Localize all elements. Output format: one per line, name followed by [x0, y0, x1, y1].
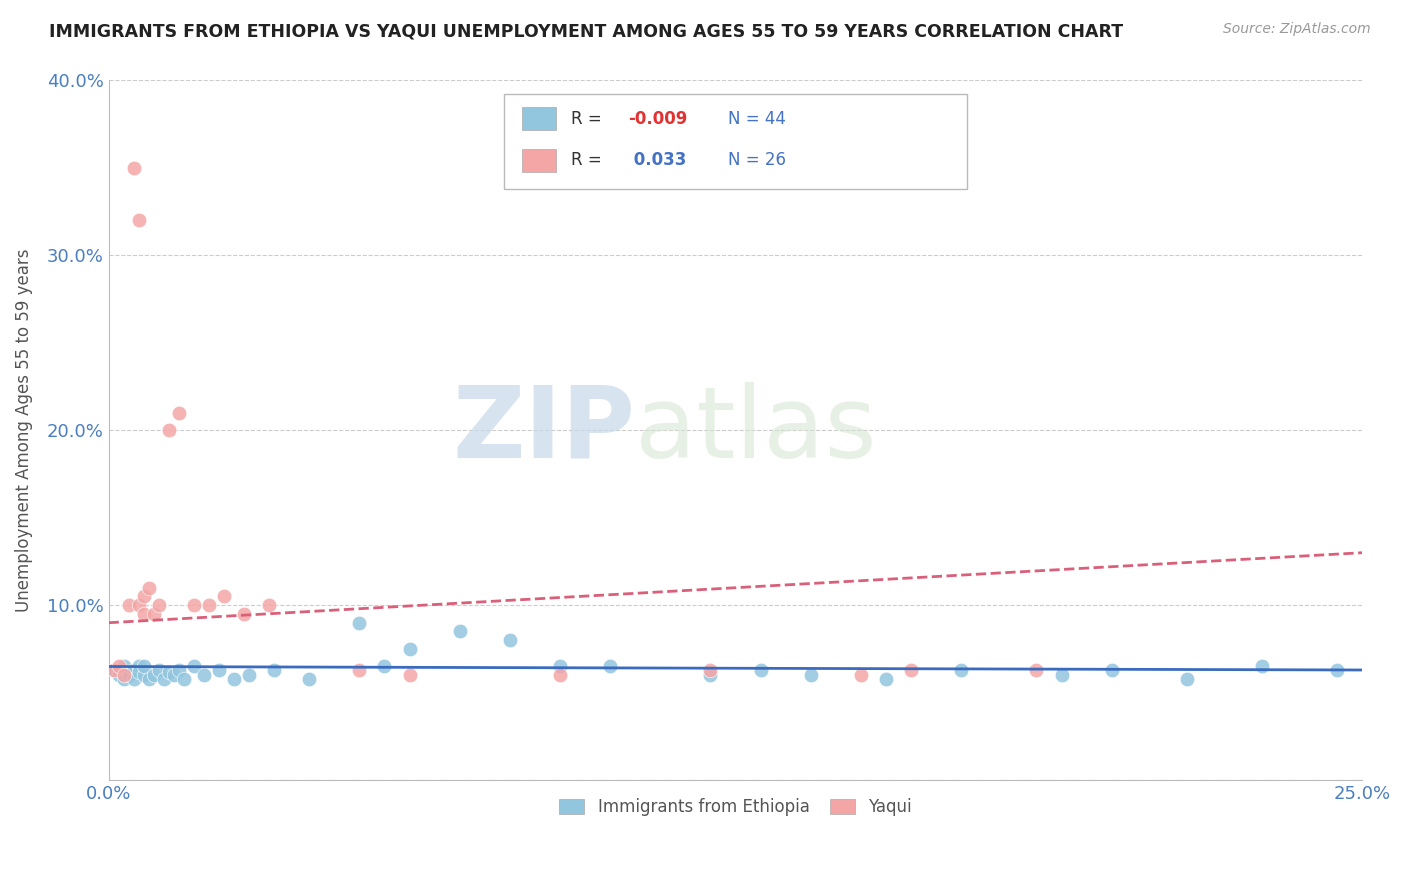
Point	[128, 598, 150, 612]
Text: Source: ZipAtlas.com: Source: ZipAtlas.com	[1223, 22, 1371, 37]
Point	[263, 663, 285, 677]
Point	[849, 668, 872, 682]
Point	[1251, 659, 1274, 673]
Text: N = 26: N = 26	[728, 151, 786, 169]
Point	[132, 607, 155, 621]
Text: R =: R =	[571, 151, 607, 169]
Point	[132, 659, 155, 673]
Point	[398, 642, 420, 657]
Point	[122, 672, 145, 686]
Point	[112, 659, 135, 673]
Point	[183, 659, 205, 673]
Point	[183, 598, 205, 612]
FancyBboxPatch shape	[523, 149, 557, 171]
Point	[222, 672, 245, 686]
Point	[749, 663, 772, 677]
Point	[875, 672, 897, 686]
Point	[167, 406, 190, 420]
Point	[349, 615, 371, 630]
Text: R =: R =	[571, 110, 607, 128]
Point	[193, 668, 215, 682]
Text: N = 44: N = 44	[728, 110, 786, 128]
Point	[142, 607, 165, 621]
Point	[1101, 663, 1123, 677]
Point	[107, 659, 129, 673]
Text: IMMIGRANTS FROM ETHIOPIA VS YAQUI UNEMPLOYMENT AMONG AGES 55 TO 59 YEARS CORRELA: IMMIGRANTS FROM ETHIOPIA VS YAQUI UNEMPL…	[49, 22, 1123, 40]
Point	[138, 672, 160, 686]
Point	[699, 668, 721, 682]
Point	[699, 663, 721, 677]
Point	[163, 668, 186, 682]
Point	[398, 668, 420, 682]
FancyBboxPatch shape	[523, 107, 557, 130]
Point	[118, 598, 141, 612]
Point	[349, 663, 371, 677]
Point	[950, 663, 973, 677]
Point	[1175, 672, 1198, 686]
Point	[257, 598, 280, 612]
Point	[142, 668, 165, 682]
Point	[208, 663, 231, 677]
Point	[128, 665, 150, 679]
Point	[548, 668, 571, 682]
Text: ZIP: ZIP	[453, 382, 636, 479]
Point	[548, 659, 571, 673]
Point	[122, 161, 145, 175]
Point	[800, 668, 823, 682]
Point	[1050, 668, 1073, 682]
Text: 0.033: 0.033	[627, 151, 686, 169]
Point	[298, 672, 321, 686]
Point	[132, 668, 155, 682]
Point	[148, 598, 170, 612]
Point	[212, 590, 235, 604]
Point	[900, 663, 922, 677]
Point	[128, 213, 150, 227]
Point	[132, 590, 155, 604]
Point	[373, 659, 395, 673]
Point	[112, 668, 135, 682]
Text: atlas: atlas	[636, 382, 877, 479]
FancyBboxPatch shape	[503, 94, 967, 188]
Point	[112, 672, 135, 686]
Point	[157, 665, 180, 679]
Point	[233, 607, 256, 621]
Point	[499, 633, 522, 648]
Point	[103, 663, 125, 677]
Point	[198, 598, 221, 612]
Y-axis label: Unemployment Among Ages 55 to 59 years: Unemployment Among Ages 55 to 59 years	[15, 248, 32, 612]
Point	[449, 624, 471, 639]
Point	[122, 663, 145, 677]
Point	[148, 663, 170, 677]
Point	[173, 672, 195, 686]
Point	[1326, 663, 1348, 677]
Point	[238, 668, 260, 682]
Point	[1025, 663, 1047, 677]
Point	[138, 581, 160, 595]
Point	[103, 663, 125, 677]
Point	[157, 423, 180, 437]
Point	[167, 663, 190, 677]
Point	[152, 672, 174, 686]
Point	[107, 668, 129, 682]
Point	[118, 668, 141, 682]
Legend: Immigrants from Ethiopia, Yaqui: Immigrants from Ethiopia, Yaqui	[551, 789, 920, 824]
Point	[599, 659, 621, 673]
Text: -0.009: -0.009	[627, 110, 688, 128]
Point	[118, 665, 141, 679]
Point	[128, 659, 150, 673]
